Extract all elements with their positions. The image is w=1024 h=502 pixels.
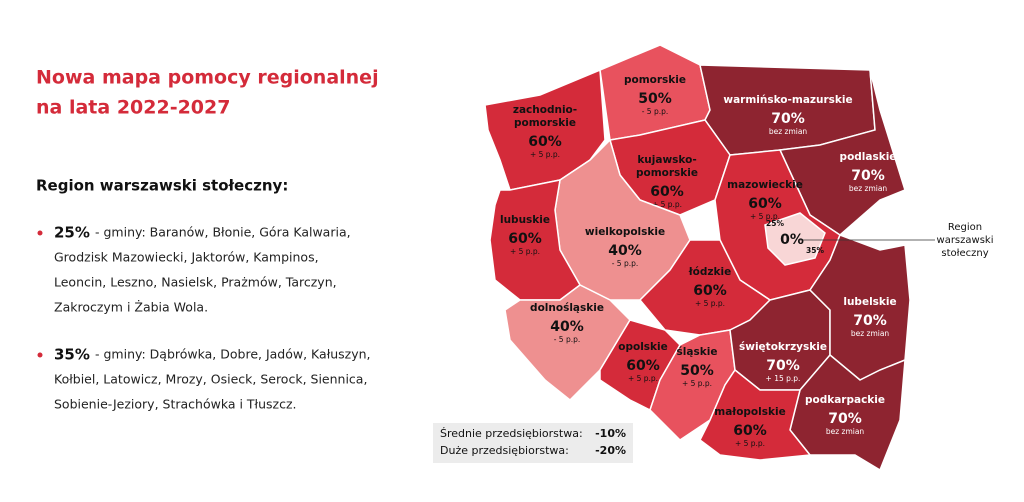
region-change: - 5 p.p. <box>612 259 639 268</box>
region-rate: 60% <box>693 283 727 299</box>
region-name: lubelskie <box>843 296 896 308</box>
bullet-text: Grodzisk Mazowiecki, Jaktorów, Kampinos, <box>54 250 319 265</box>
bullet-dot <box>37 230 43 236</box>
region-name: pomorskie <box>636 167 698 179</box>
region-change: - 5 p.p. <box>554 335 581 344</box>
region-name: świętokrzyskie <box>739 341 827 353</box>
region-rate: 40% <box>608 243 642 259</box>
subtitle: Region warszawski stołeczny: <box>36 177 288 195</box>
warsaw-region <box>764 212 826 266</box>
warsaw-label: Region <box>948 222 982 233</box>
region-name: małopolskie <box>714 406 785 418</box>
region-change: bez zmian <box>769 127 808 136</box>
region <box>699 368 812 461</box>
region-name: zachodnio- <box>513 104 577 116</box>
region-change: + 5 p.p. <box>750 212 780 221</box>
legend-label: Średnie przedsiębiorstwa: <box>440 427 583 440</box>
region-name: kujawsko- <box>637 154 696 166</box>
bullet-rate: 35% <box>54 346 90 364</box>
region-change: + 5 p.p. <box>628 374 658 383</box>
region-rate: 50% <box>680 363 714 379</box>
region-change: + 15 p.p. <box>766 374 801 383</box>
region-rate: 60% <box>650 184 684 200</box>
region-name: śląskie <box>677 346 718 358</box>
region-rate: 60% <box>528 134 562 150</box>
region-change: + 5 p.p. <box>695 299 725 308</box>
bullet-rate: 25% <box>54 224 90 242</box>
region-rate: 70% <box>828 411 862 427</box>
region-rate: 60% <box>626 358 660 374</box>
warsaw-label: stołeczny <box>941 248 988 259</box>
region-rate: 60% <box>508 231 542 247</box>
region-change: + 5 p.p. <box>510 247 540 256</box>
region-change: bez zmian <box>826 427 865 436</box>
region-name: pomorskie <box>624 74 686 86</box>
legend-value: -10% <box>595 427 626 440</box>
bullet-dot <box>37 352 43 358</box>
region-name: podlaskie <box>840 151 897 163</box>
title-line: Nowa mapa pomocy regionalnej <box>36 67 379 89</box>
region-change: + 5 p.p. <box>530 150 560 159</box>
region-name: pomorskie <box>514 117 576 129</box>
region-change: + 5 p.p. <box>652 200 682 209</box>
region-rate: 40% <box>550 319 584 335</box>
bullet-text: Zakroczym i Żabia Wola. <box>54 300 208 315</box>
warsaw-high: 35% <box>806 246 824 255</box>
title-line: na lata 2022-2027 <box>36 97 230 119</box>
region-rate: 60% <box>748 196 782 212</box>
region-name: podkarpackie <box>805 394 885 406</box>
region-name: opolskie <box>618 341 668 353</box>
warsaw-label: warszawski <box>937 235 994 246</box>
bullet-text: - gminy: Dąbrówka, Dobre, Jadów, Kałuszy… <box>95 347 371 362</box>
region-change: + 5 p.p. <box>682 379 712 388</box>
bullet-text: - gminy: Baranów, Błonie, Góra Kalwaria, <box>95 225 351 240</box>
region-rate: 50% <box>638 91 672 107</box>
region-rate: 70% <box>851 168 885 184</box>
region-rate: 70% <box>766 358 800 374</box>
region-name: łódzkie <box>688 266 731 278</box>
region-name: warmińsko-mazurskie <box>723 94 852 106</box>
region-name: lubuskie <box>500 214 550 226</box>
region-rate: 60% <box>733 423 767 439</box>
region-change: bez zmian <box>851 329 890 338</box>
bullet-text: Kołbiel, Latowicz, Mrozy, Osieck, Serock… <box>54 372 367 387</box>
region-rate: 70% <box>771 111 805 127</box>
warsaw-low: 25% <box>766 219 784 228</box>
region-name: dolnośląskie <box>530 302 604 314</box>
legend-box <box>433 423 633 463</box>
region-name: wielkopolskie <box>585 226 665 238</box>
bullet-text: Leoncin, Leszno, Nasielsk, Prażmów, Tarc… <box>54 275 337 290</box>
legend-label: Duże przedsiębiorstwa: <box>440 444 569 457</box>
region-change: - 5 p.p. <box>642 107 669 116</box>
warsaw-rate: 0% <box>780 232 804 248</box>
region-name: mazowieckie <box>727 179 803 191</box>
legend-value: -20% <box>595 444 626 457</box>
region-change: bez zmian <box>849 184 888 193</box>
bullet-text: Sobienie-Jeziory, Strachówka i Tłuszcz. <box>54 397 297 412</box>
region-change: + 5 p.p. <box>735 439 765 448</box>
region-rate: 70% <box>853 313 887 329</box>
